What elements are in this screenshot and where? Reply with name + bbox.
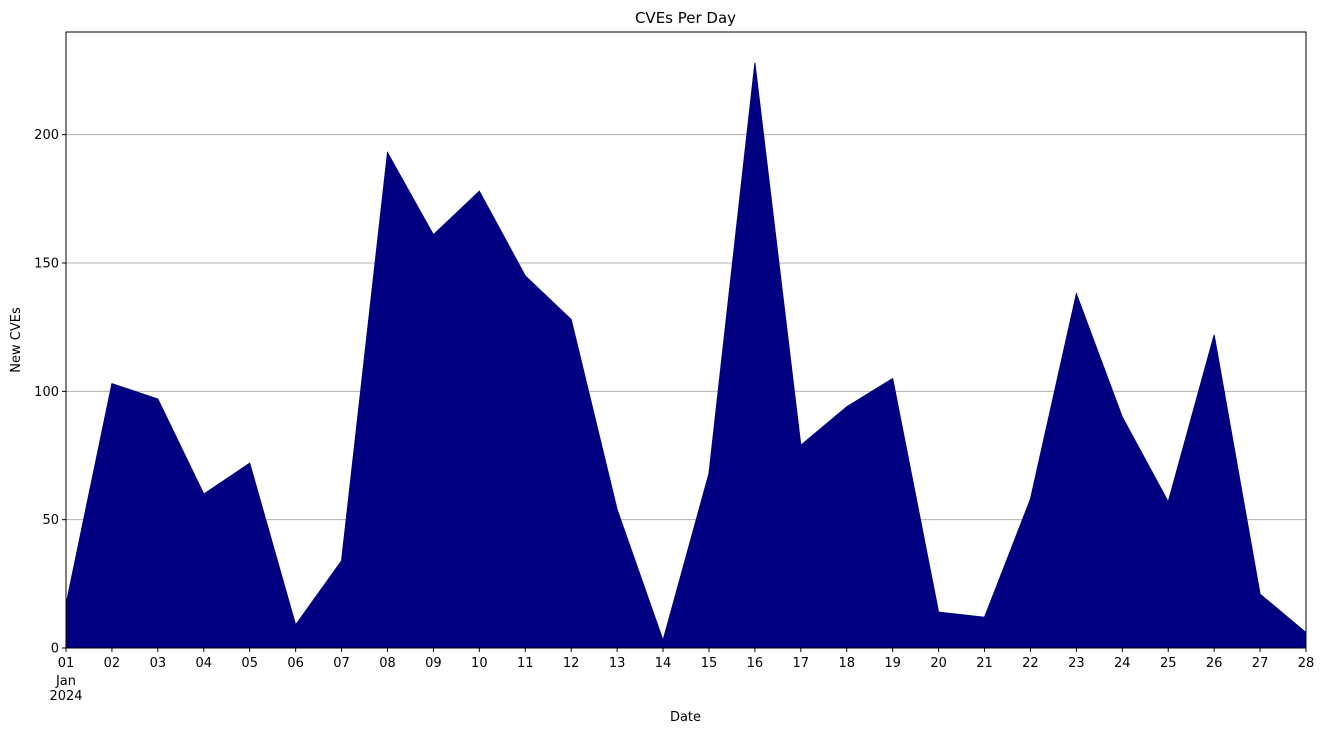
- x-tick-label: 19: [884, 656, 901, 671]
- y-axis-label: New CVEs: [9, 307, 24, 373]
- x-tick-label: 24: [1114, 656, 1131, 671]
- area-fill: [65, 62, 1307, 649]
- x-tick-label: 06: [287, 656, 304, 671]
- y-tick-label: 200: [34, 128, 59, 143]
- x-tick-label: 25: [1160, 656, 1177, 671]
- x-tick-label: 08: [379, 656, 396, 671]
- y-axis: 0 50 100 150 200: [34, 128, 66, 657]
- x-axis: 01 02 03 04 05 06 07 08 09 10 11 12 13 14 15 16 17 18 19 20…: [58, 648, 1315, 671]
- x-tick-label: 17: [793, 656, 810, 671]
- x-tick-label: 16: [747, 656, 764, 671]
- x-tick-label: 20: [930, 656, 947, 671]
- x-tick-label: 12: [563, 656, 580, 671]
- x-tick-label: 09: [425, 656, 442, 671]
- x-tick-label: 23: [1068, 656, 1085, 671]
- x-tick-sublabel-month: Jan: [55, 674, 76, 689]
- x-tick-label: 04: [196, 656, 213, 671]
- x-tick-label: 13: [609, 656, 626, 671]
- x-tick-label: 07: [333, 656, 350, 671]
- x-tick-label: 02: [104, 656, 121, 671]
- x-tick-sublabel-year: 2024: [49, 689, 82, 704]
- x-tick-label: 11: [517, 656, 534, 671]
- x-tick-label: 15: [701, 656, 718, 671]
- x-tick-label: 21: [976, 656, 993, 671]
- x-tick-label: 22: [1022, 656, 1039, 671]
- x-tick-label: 10: [471, 656, 488, 671]
- x-tick-label: 26: [1206, 656, 1223, 671]
- y-tick-label: 0: [51, 642, 59, 657]
- x-tick-label: 28: [1298, 656, 1315, 671]
- x-tick-label: 01: [58, 656, 75, 671]
- area-series: [65, 62, 1307, 649]
- chart-title: CVEs Per Day: [635, 9, 736, 27]
- y-tick-label: 150: [34, 257, 59, 272]
- x-tick-label: 05: [241, 656, 258, 671]
- x-tick-label: 27: [1252, 656, 1269, 671]
- plot-frame: [65, 31, 1307, 649]
- x-axis-label: Date: [670, 710, 701, 725]
- y-tick-label: 100: [34, 385, 59, 400]
- y-tick-label: 50: [42, 513, 59, 528]
- x-tick-label: 18: [838, 656, 855, 671]
- x-tick-label: 14: [655, 656, 672, 671]
- x-tick-label: 03: [150, 656, 167, 671]
